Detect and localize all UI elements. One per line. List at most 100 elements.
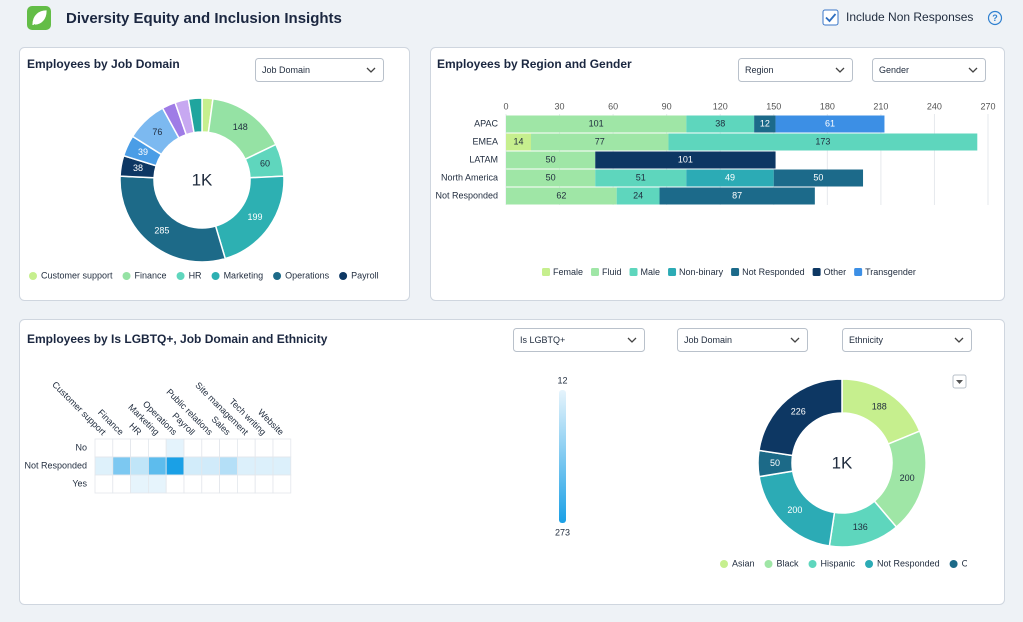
dropdown-label[interactable]: Is LGBTQ+ [520,335,565,345]
dropdown[interactable] [677,328,808,352]
data-label: 50 [770,458,780,468]
dropdown[interactable] [513,328,645,352]
heatmap-cell [272,456,292,476]
bar [659,187,815,205]
y-tick-label: Not Responded [24,460,87,470]
heatmap-cell [165,438,185,458]
bar [686,115,755,133]
dropdown-label[interactable]: Region [745,65,774,75]
color-scale [559,390,566,523]
bar [686,169,774,187]
y-tick-label: EMEA [472,136,498,146]
menu-button-arrow[interactable] [956,380,963,384]
legend-label: Fluid [602,267,622,277]
heatmap-cell-empty [165,474,185,494]
dropdown-label[interactable]: Gender [879,65,909,75]
checkbox[interactable] [822,9,839,26]
donut-center-label: 1K [192,170,213,189]
dropdown-chevron[interactable] [835,67,845,73]
dropdown[interactable] [255,58,384,82]
legend-label: Other [962,558,985,568]
heatmap-cell [183,456,203,476]
help-icon-glyph[interactable]: ? [992,13,998,23]
data-label: 24 [633,190,643,200]
legend-marker [29,272,37,280]
dropdown-label[interactable]: Ethnicity [849,335,884,345]
data-label: 200 [900,473,915,483]
legend-label: Finance [135,270,167,280]
heatmap-cell-empty [130,438,149,458]
heatmap-cell [254,456,274,476]
bar [506,151,596,169]
legend-marker [122,272,131,280]
donut-segment [119,175,227,263]
bar [506,115,687,133]
dropdown[interactable] [842,328,972,352]
panel-title: Employees by Is LGBTQ+, Job Domain and E… [27,332,328,346]
heatmap-cell [147,456,167,476]
bar [668,133,978,151]
dropdown[interactable] [738,58,853,82]
dropdown[interactable] [872,58,986,82]
page-title: Diversity Equity and Inclusion Insights [66,10,342,27]
checkmark[interactable] [825,13,837,23]
heatmap-cell [112,456,132,476]
data-label: 61 [825,118,835,128]
help-icon[interactable] [987,10,1003,26]
y-tick-label: LATAM [469,154,498,164]
legend-marker [668,268,677,276]
legend: Customer support Finance HR Marketing Operat… [29,270,379,280]
donut-segment [187,97,203,134]
dropdown-chevron[interactable] [366,67,376,73]
dropdown-label[interactable]: Job Domain [262,65,310,75]
legend-marker [812,268,821,276]
dropdown-chevron[interactable] [627,337,637,343]
bar [506,133,531,151]
dropdown-chevron[interactable] [968,67,978,73]
bar [506,169,596,187]
legend-marker [542,268,550,276]
bar [773,169,864,187]
dropdown-chevron[interactable] [790,337,800,343]
panel [19,319,1005,605]
legend-label: Customer support [41,270,113,280]
checkbox-label[interactable]: Include Non Responses [846,10,973,24]
donut-center-label: 1K [832,453,853,472]
bar [775,115,885,133]
heatmap-cell-empty [219,474,238,494]
y-tick-label: No [75,442,87,452]
dropdown-label[interactable]: Job Domain [684,335,732,345]
legend-marker [629,268,638,276]
heatmap-cell [130,474,149,494]
legend-label: Transgender [865,267,916,277]
legend-label: Non-binary [679,267,724,277]
data-label: 188 [872,402,887,412]
data-label: 14 [513,136,523,146]
heatmap-cell-empty [272,438,292,458]
heatmap-cell-empty [183,438,203,458]
legend-marker [808,560,817,568]
legend-label: Other [824,267,847,277]
heatmap-cell-empty [94,438,114,458]
data-label: 50 [546,154,556,164]
x-tick-label: 270 [980,101,995,111]
y-tick-label: North America [441,172,498,182]
color-scale-label: 273 [555,527,570,537]
x-tick-label: 240 [927,101,942,111]
legend: Asian Black Hispanic Not Responded Other [720,558,985,568]
data-label: 77 [595,136,605,146]
x-tick-label: 30 [555,101,565,111]
legend-label: Female [553,267,583,277]
data-label: 285 [154,226,169,236]
dropdown-chevron[interactable] [954,337,964,343]
data-label: 62 [556,190,566,200]
panel [19,47,410,301]
heatmap-cell [94,456,114,476]
legend-label: Hispanic [821,558,856,568]
heatmap-cell-empty [236,438,256,458]
legend-marker [273,272,282,280]
data-label: 76 [152,127,162,137]
data-label: 50 [546,172,556,182]
